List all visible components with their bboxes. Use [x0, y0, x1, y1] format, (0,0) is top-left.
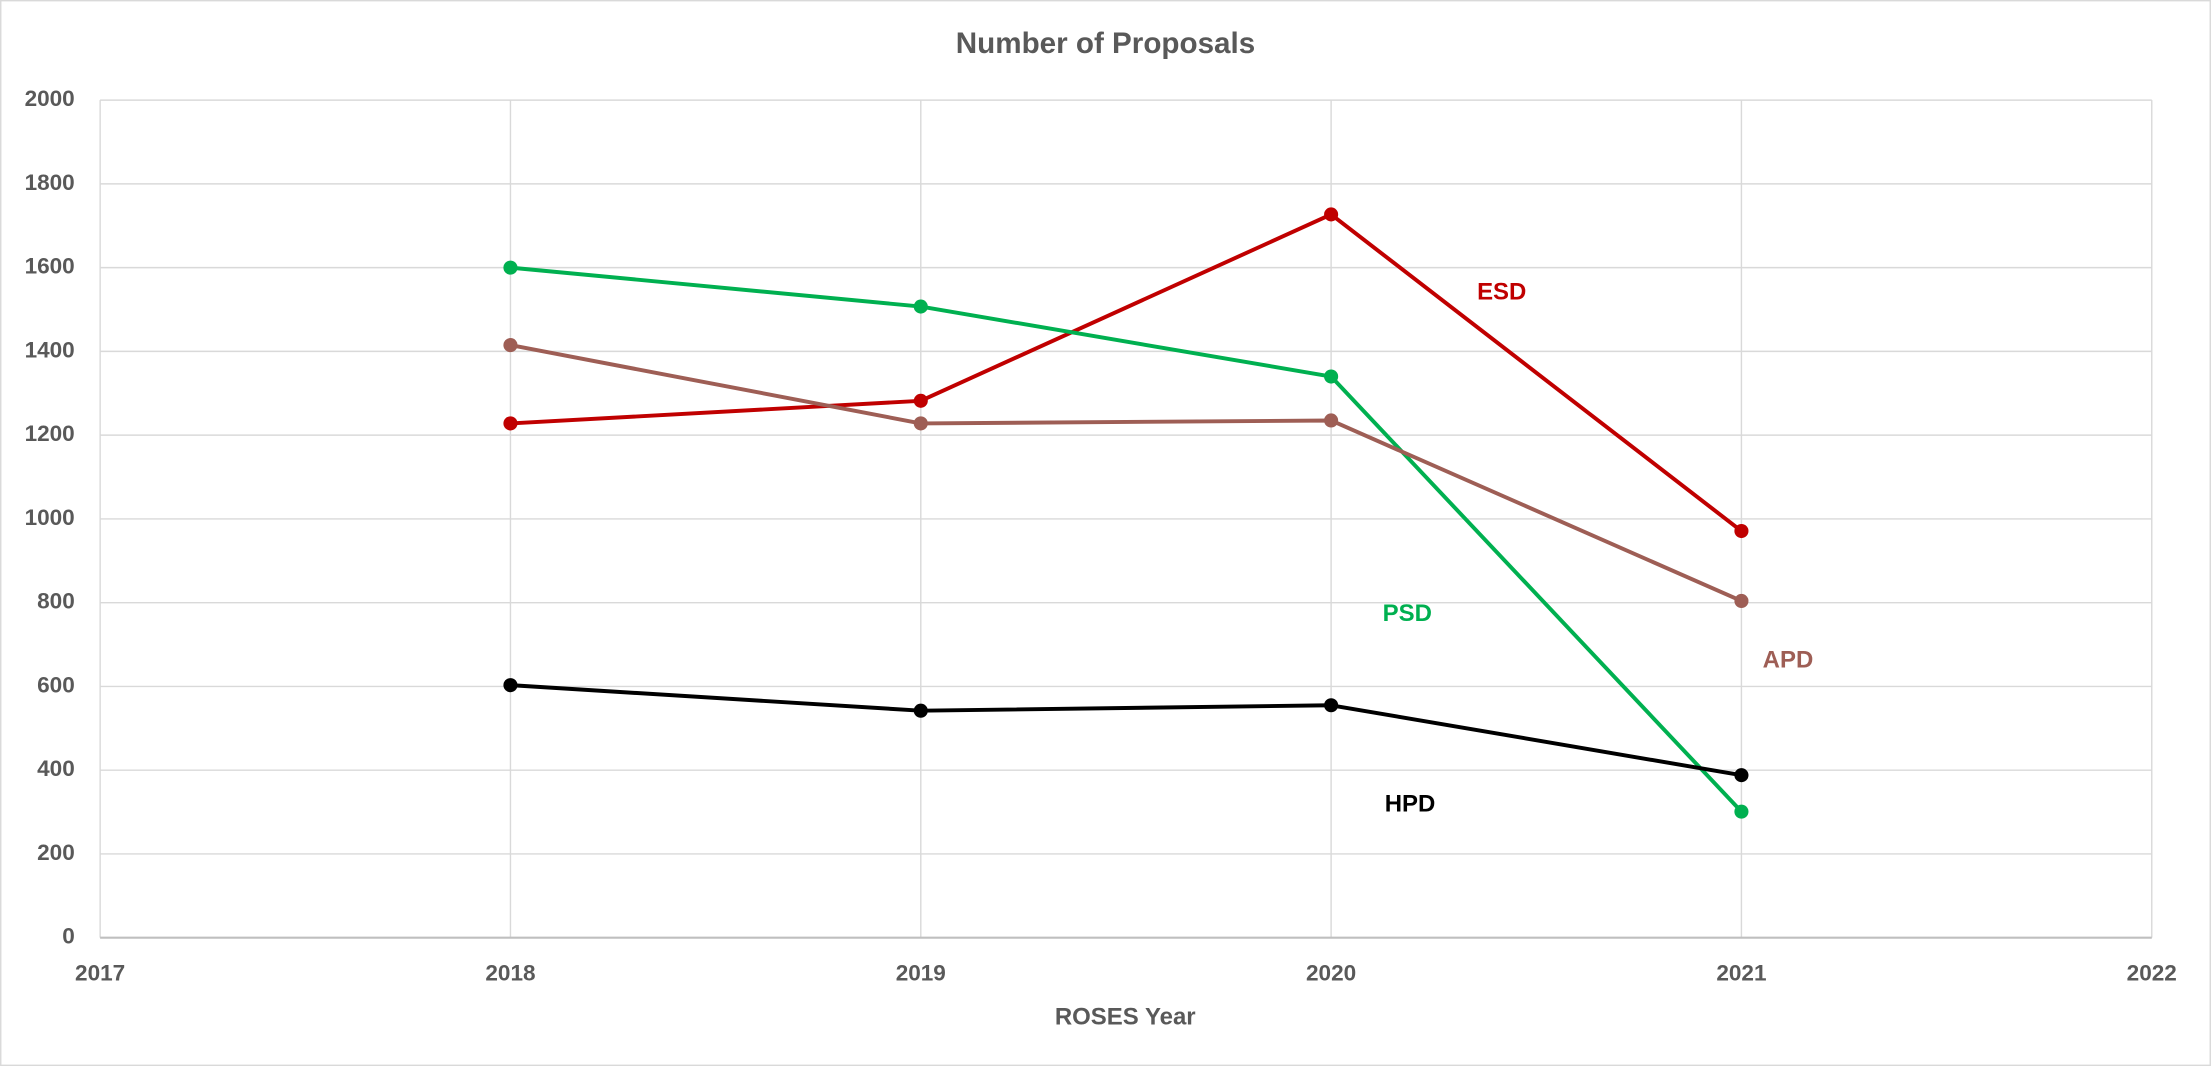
data-point	[503, 260, 518, 275]
data-point	[913, 393, 928, 408]
data-point	[503, 416, 518, 431]
data-point	[1324, 413, 1339, 428]
data-point	[1324, 698, 1339, 713]
y-tick-label: 1600	[25, 254, 75, 279]
x-tick-label: 2017	[75, 960, 125, 985]
data-point	[1734, 523, 1749, 539]
series-line	[510, 343, 1743, 603]
data-point	[1734, 593, 1749, 609]
x-tick-label: 2021	[1716, 960, 1766, 985]
y-tick-label: 1000	[25, 505, 75, 530]
y-tick-label: 200	[37, 840, 75, 865]
data-point	[503, 678, 518, 693]
x-tick-label: 2018	[485, 960, 535, 985]
data-point	[1734, 768, 1749, 783]
y-tick-label: 600	[37, 672, 75, 697]
x-tick-label: 2022	[2127, 960, 2177, 985]
series-label: APD	[1763, 647, 1814, 674]
series-line	[510, 683, 1742, 778]
chart-title: Number of Proposals	[956, 27, 1255, 60]
y-tick-label: 800	[37, 589, 75, 614]
y-tick-label: 0	[62, 924, 75, 949]
series-line	[510, 265, 1743, 813]
data-point	[913, 299, 928, 314]
series-line	[510, 212, 1743, 533]
series-label: PSD	[1383, 600, 1432, 627]
x-axis-label: ROSES Year	[1055, 1003, 1196, 1030]
data-point	[913, 416, 928, 431]
data-point	[1324, 369, 1339, 384]
data-point	[913, 703, 928, 718]
y-tick-label: 2000	[25, 86, 75, 111]
x-tick-label: 2020	[1306, 960, 1356, 985]
series-label: HPD	[1385, 790, 1436, 817]
series-label: ESD	[1477, 279, 1526, 306]
y-tick-label: 1200	[25, 421, 75, 446]
data-point	[1324, 207, 1339, 222]
y-tick-label: 400	[37, 756, 75, 781]
y-tick-label: 1400	[25, 337, 75, 362]
data-point	[503, 338, 518, 353]
x-tick-label: 2019	[896, 960, 946, 985]
data-point	[1734, 804, 1749, 819]
y-tick-label: 1800	[25, 170, 75, 195]
